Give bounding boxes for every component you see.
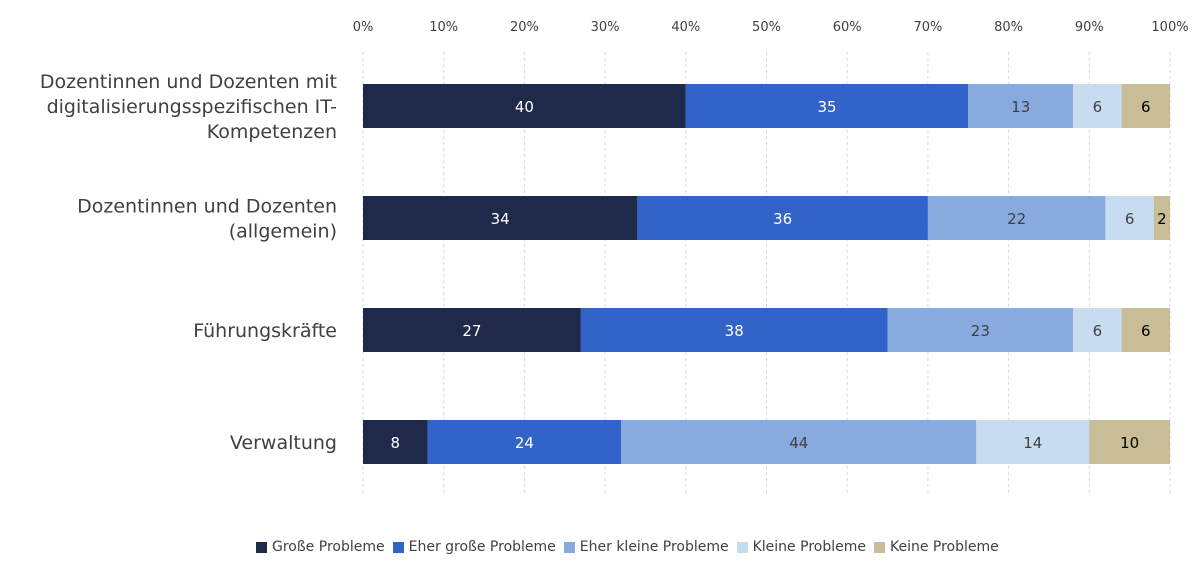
category-label: Verwaltung xyxy=(230,432,337,454)
data-label: 8 xyxy=(391,434,401,452)
x-tick-label: 40% xyxy=(671,20,700,35)
x-tick-label: 50% xyxy=(752,20,781,35)
legend-label: Eher kleine Probleme xyxy=(579,539,729,555)
legend-label: Eher große Probleme xyxy=(408,539,556,555)
data-label: 6 xyxy=(1093,98,1103,116)
data-label: 6 xyxy=(1093,322,1103,340)
bar-segment xyxy=(580,308,888,352)
bars: 40 35 13 6 6 34 36 22 6 2 27 38 23 6 6 8 24 44 14 10 xyxy=(363,84,1170,464)
bar-segment xyxy=(363,420,428,464)
x-tick-label: 30% xyxy=(591,20,620,35)
data-label: 10 xyxy=(1120,434,1139,452)
x-tick-label: 90% xyxy=(1075,20,1104,35)
bar-segment xyxy=(685,84,969,128)
data-label: 38 xyxy=(725,322,744,340)
data-label: 6 xyxy=(1125,210,1135,228)
x-tick-label: 0% xyxy=(353,20,374,35)
category-label: (allgemein) xyxy=(229,221,337,243)
legend-swatch xyxy=(873,541,885,553)
bar-segment xyxy=(363,84,686,128)
x-tick-label: 60% xyxy=(833,20,862,35)
bar-segment xyxy=(927,196,1106,240)
legend-swatch xyxy=(256,541,267,553)
data-label: 44 xyxy=(789,434,808,452)
legend-item: Kleine Probleme xyxy=(736,539,866,555)
category-labels: Dozentinnen und Dozenten mit digitalisier… xyxy=(40,71,337,454)
legend-swatch xyxy=(736,541,748,553)
data-label: 6 xyxy=(1141,98,1151,116)
data-label: 34 xyxy=(491,210,510,228)
data-label: 22 xyxy=(1007,210,1026,228)
x-tick-label: 20% xyxy=(510,20,539,35)
bar-segment xyxy=(1153,196,1170,240)
bar-segment xyxy=(976,420,1090,464)
legend-item: Keine Probleme xyxy=(873,539,999,555)
bar-segment xyxy=(968,84,1074,128)
bar-segment xyxy=(1073,84,1122,128)
bar-segment xyxy=(1121,84,1170,128)
bar-segment xyxy=(887,308,1074,352)
x-tick-label: 100% xyxy=(1151,20,1188,35)
data-label: 35 xyxy=(817,98,836,116)
category-label: digitalisierungsspezifischen IT- xyxy=(47,96,337,118)
data-label: 2 xyxy=(1157,210,1167,228)
bar-segment xyxy=(1089,420,1170,464)
bar-segment xyxy=(427,420,622,464)
bar-segment xyxy=(1105,196,1154,240)
bar-segment xyxy=(637,196,928,240)
category-label: Kompetenzen xyxy=(207,121,337,143)
legend-item: Eher kleine Probleme xyxy=(563,539,729,555)
x-tick-label: 70% xyxy=(913,20,942,35)
legend-swatch xyxy=(563,541,575,553)
category-label: Führungskräfte xyxy=(193,320,337,342)
data-label: 6 xyxy=(1141,322,1151,340)
legend-swatch xyxy=(392,541,404,553)
data-label: 14 xyxy=(1023,434,1042,452)
bar-segment xyxy=(1073,308,1122,352)
data-label: 27 xyxy=(462,322,481,340)
bar-segment xyxy=(363,308,581,352)
data-label: 13 xyxy=(1011,98,1030,116)
bar-segment xyxy=(1121,308,1170,352)
legend-label: Keine Probleme xyxy=(889,539,999,555)
category-label: Dozentinnen und Dozenten xyxy=(77,196,337,218)
legend-item: Große Probleme xyxy=(256,539,385,555)
legend-item: Eher große Probleme xyxy=(392,539,556,555)
legend-label: Große Probleme xyxy=(272,539,385,555)
legend-label: Kleine Probleme xyxy=(752,539,866,555)
category-label: Dozentinnen und Dozenten mit xyxy=(40,71,337,93)
legend: Große Probleme Eher große Probleme Eher kl… xyxy=(256,539,1007,555)
x-tick-label: 10% xyxy=(429,20,458,35)
data-label: 23 xyxy=(971,322,990,340)
x-tick-label: 80% xyxy=(994,20,1023,35)
data-label: 24 xyxy=(515,434,534,452)
bar-segment xyxy=(621,420,977,464)
data-label: 40 xyxy=(515,98,534,116)
bar-segment xyxy=(363,196,638,240)
data-label: 36 xyxy=(773,210,792,228)
x-axis-ticks: 0% 10% 20% 30% 40% 50% 60% 70% 80% 90% 100% xyxy=(353,20,1189,35)
